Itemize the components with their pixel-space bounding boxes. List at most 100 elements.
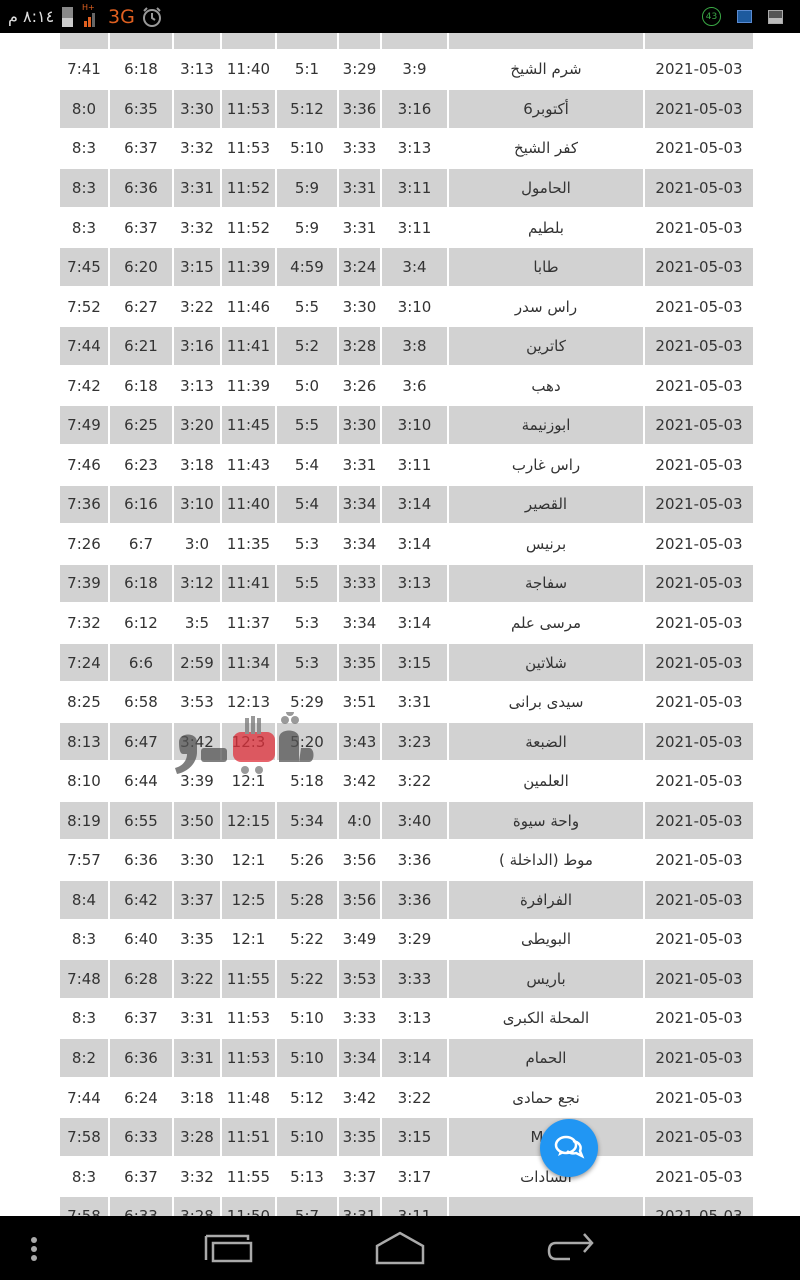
time-col-2-cell: 6:37 xyxy=(108,127,174,170)
time-col-1-cell: 7:58 xyxy=(58,1116,110,1158)
date-cell: 2021-05-03 xyxy=(643,88,755,130)
time-col-3-cell: 3:18 xyxy=(172,1076,222,1119)
time-col-6-cell: 3:33 xyxy=(337,127,382,170)
time-col-2-cell: 6:18 xyxy=(108,562,174,605)
time-col-3-cell: 3:10 xyxy=(172,483,222,526)
table-row: 8:3 6:40 3:35 12:1 5:22 3:49 3:29 البويطى 2021-0… xyxy=(58,918,755,961)
time-col-6-cell: 3:30 xyxy=(337,285,382,328)
time-col-5-cell: 5:4 xyxy=(275,483,339,526)
time-col-5-cell: 5:10 xyxy=(275,127,339,170)
prayer-times-table: 7:41 6:18 3:13 11:40 5:1 3:29 3:9 شرم الشيخ 2021… xyxy=(58,9,755,1237)
time-col-3-cell: 3:30 xyxy=(172,839,222,882)
time-col-1-cell: 7:42 xyxy=(58,364,110,407)
time-col-6-cell: 3:49 xyxy=(337,918,382,961)
time-col-2-cell: 6:44 xyxy=(108,760,174,802)
time-col-1-cell: 8:3 xyxy=(58,1155,110,1198)
time-col-5-cell: 5:3 xyxy=(275,641,339,684)
table-row: 8:2 6:36 3:31 11:53 5:10 3:34 3:14 الحمام 2021-0… xyxy=(58,1037,755,1079)
time-col-3-cell: 3:53 xyxy=(172,681,222,723)
time-col-5-cell: 5:10 xyxy=(275,1037,339,1079)
time-col-4-cell: 11:46 xyxy=(220,285,277,328)
time-col-3-cell: 3:16 xyxy=(172,325,222,367)
time-col-1-cell: 7:52 xyxy=(58,285,110,328)
date-cell: 2021-05-03 xyxy=(643,206,755,249)
city-name-cell: العلمين xyxy=(447,760,645,802)
time-col-6-cell: 3:34 xyxy=(337,523,382,565)
date-cell: 2021-05-03 xyxy=(643,1155,755,1198)
time-col-5-cell: 5:1 xyxy=(275,48,339,91)
time-col-4-cell: 11:53 xyxy=(220,1037,277,1079)
time-col-5-cell: 5:2 xyxy=(275,325,339,367)
time-col-3-cell: 3:32 xyxy=(172,127,222,170)
time-col-4-cell: 11:41 xyxy=(220,562,277,605)
city-name-cell: سيدى برانى xyxy=(447,681,645,723)
time-col-2-cell: 6:12 xyxy=(108,602,174,644)
date-cell: 2021-05-03 xyxy=(643,444,755,486)
time-col-6-cell: 3:36 xyxy=(337,88,382,130)
table-row: 7:41 6:18 3:13 11:40 5:1 3:29 3:9 شرم الشيخ 2021… xyxy=(58,48,755,91)
time-col-3-cell: 3:39 xyxy=(172,760,222,802)
city-name-cell: برنيس xyxy=(447,523,645,565)
time-col-1-cell: 8:25 xyxy=(58,681,110,723)
city-name-cell: باريس xyxy=(447,958,645,1000)
recent-apps-icon[interactable] xyxy=(204,1234,254,1264)
date-cell: 2021-05-03 xyxy=(643,167,755,209)
time-col-6-cell: 3:35 xyxy=(337,1116,382,1158)
time-col-2-cell: 6:27 xyxy=(108,285,174,328)
time-col-2-cell: 6:36 xyxy=(108,167,174,209)
time-col-2-cell: 6:37 xyxy=(108,1155,174,1198)
table-row: 8:10 6:44 3:39 12:1 5:18 3:42 3:22 العلمين 2021-… xyxy=(58,760,755,802)
time-col-5-cell: 5:12 xyxy=(275,88,339,130)
time-col-4-cell: 11:52 xyxy=(220,206,277,249)
time-col-1-cell: 7:32 xyxy=(58,602,110,644)
table-row: 7:586:333:2811:515:103:353:15May2021-05-… xyxy=(58,1116,755,1158)
time-col-4-cell: 11:55 xyxy=(220,958,277,1000)
city-name-cell: موط (الداخلة ) xyxy=(447,839,645,882)
time-col-2-cell: 6:37 xyxy=(108,206,174,249)
time-col-4-cell: 11:37 xyxy=(220,602,277,644)
time-col-2-cell: 6:28 xyxy=(108,958,174,1000)
time-col-2-cell: 6:55 xyxy=(108,799,174,842)
time-col-7-cell: 3:10 xyxy=(380,404,449,447)
time-col-7-cell: 3:14 xyxy=(380,483,449,526)
home-icon[interactable] xyxy=(374,1230,426,1266)
status-bar: ٨:١٤ م H+ 3G 43 xyxy=(0,0,800,33)
time-col-1-cell: 8:3 xyxy=(58,918,110,961)
time-col-5-cell: 5:29 xyxy=(275,681,339,723)
time-col-3-cell: 3:13 xyxy=(172,48,222,91)
date-cell: 2021-05-03 xyxy=(643,325,755,367)
table-row: 7:44 6:24 3:18 11:48 5:12 3:42 3:22 نجع حمادى 20… xyxy=(58,1076,755,1119)
time-col-5-cell: 5:34 xyxy=(275,799,339,842)
date-cell: 2021-05-03 xyxy=(643,562,755,605)
time-col-4-cell: 12:5 xyxy=(220,879,277,921)
table-row: 7:45 6:20 3:15 11:39 4:59 3:24 3:4 طابا 2021-05-… xyxy=(58,246,755,288)
time-col-7-cell: 3:33 xyxy=(380,958,449,1000)
table-row: 8:136:473:4212:35:203:433:23الضبعة2021-0… xyxy=(58,720,755,763)
time-col-3-cell: 3:28 xyxy=(172,1116,222,1158)
city-name-cell: بلطيم xyxy=(447,206,645,249)
time-col-5-cell: 5:18 xyxy=(275,760,339,802)
time-col-2-cell: 6:42 xyxy=(108,879,174,921)
time-col-6-cell: 3:53 xyxy=(337,958,382,1000)
time-col-4-cell: 11:52 xyxy=(220,167,277,209)
time-col-5-cell: 5:5 xyxy=(275,562,339,605)
time-col-6-cell: 3:56 xyxy=(337,879,382,921)
time-col-4-cell: 12:1 xyxy=(220,760,277,802)
time-col-2-cell: 6:25 xyxy=(108,404,174,447)
chat-button[interactable] xyxy=(540,1119,598,1177)
time-col-1-cell: 8:19 xyxy=(58,799,110,842)
time-col-5-cell: 5:26 xyxy=(275,839,339,882)
navigation-bar xyxy=(0,1216,800,1280)
date-cell: 2021-05-03 xyxy=(643,246,755,288)
city-name-cell: مرسى علم xyxy=(447,602,645,644)
city-name-cell: شرم الشيخ xyxy=(447,48,645,91)
time-col-1-cell: 8:10 xyxy=(58,760,110,802)
time-col-2-cell: 6:58 xyxy=(108,681,174,723)
date-cell: 2021-05-03 xyxy=(643,760,755,802)
time-col-6-cell: 3:34 xyxy=(337,1037,382,1079)
menu-dots-icon[interactable] xyxy=(31,1237,39,1261)
city-name-cell: ابوزنيمة xyxy=(447,404,645,447)
back-icon[interactable] xyxy=(546,1232,596,1264)
network-type: 3G xyxy=(108,5,135,28)
time-col-6-cell: 3:31 xyxy=(337,444,382,486)
